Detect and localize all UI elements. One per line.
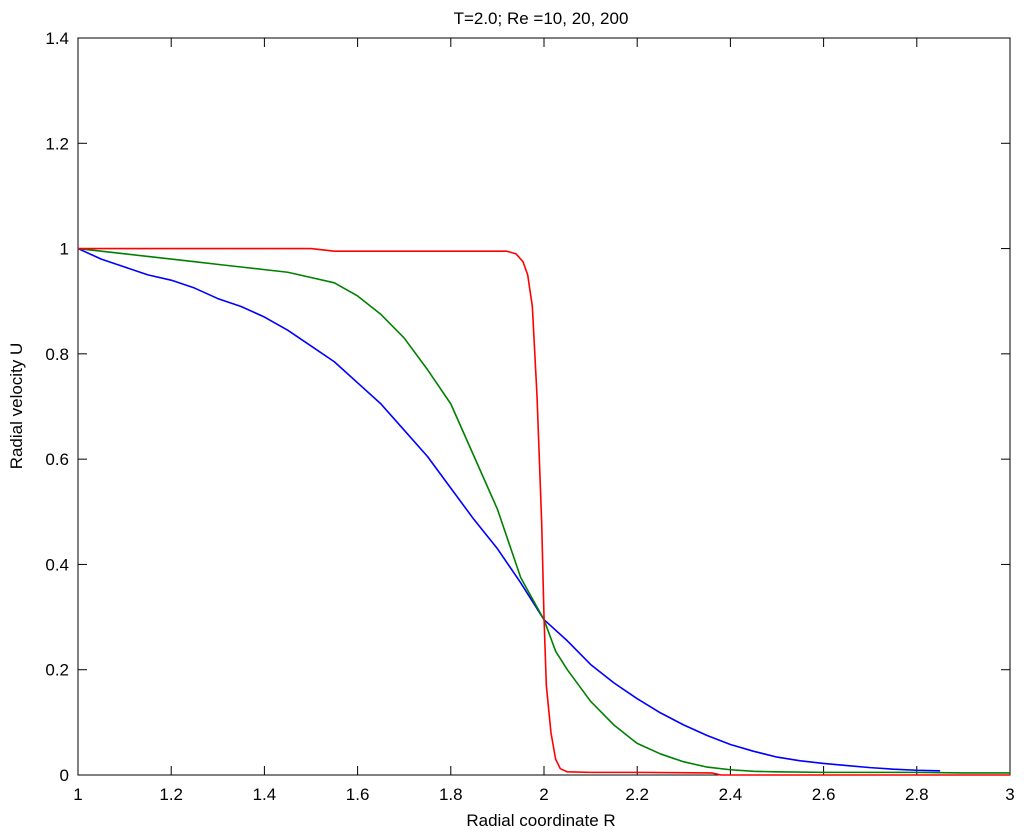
x-tick-label: 3: [1005, 785, 1014, 804]
y-tick-label: 0.6: [45, 450, 69, 469]
chart-title: T=2.0; Re =10, 20, 200: [454, 9, 629, 28]
y-tick-label: 0.2: [45, 661, 69, 680]
series-line-1: [77, 247, 941, 772]
x-tick-label: 1.8: [439, 785, 463, 804]
y-tick-label: 1.2: [45, 134, 69, 153]
x-tick-label: 1.4: [253, 785, 277, 804]
x-tick-label: 1: [73, 785, 82, 804]
x-tick-label: 2.4: [719, 785, 743, 804]
y-tick-label: 1: [60, 240, 69, 259]
y-axis: 0 0.2 0.4 0.6 0.8 1 1.2 1.4: [45, 29, 1010, 785]
series-layer: [77, 247, 1010, 776]
y-tick-label: 0.8: [45, 345, 69, 364]
x-tick-label: 2.6: [812, 785, 836, 804]
x-tick-label: 2: [539, 785, 548, 804]
x-axis-label: Radial coordinate R: [466, 811, 615, 830]
series-line-2: [77, 247, 1010, 774]
y-tick-label: 1.4: [45, 29, 69, 48]
series-line-3: [78, 247, 1010, 776]
x-tick-label: 2.2: [625, 785, 649, 804]
plot-frame: [77, 37, 1011, 776]
y-axis-label: Radial velocity U: [7, 343, 26, 470]
x-tick-label: 2.8: [905, 785, 929, 804]
y-tick-label: 0: [60, 766, 69, 785]
x-tick-label: 1.6: [346, 785, 370, 804]
y-tick-label: 0.4: [45, 555, 69, 574]
x-tick-label: 1.2: [159, 785, 183, 804]
x-axis: 1 1.2 1.4 1.6 1.8 2 2.2 2.4 2.6 2.8 3: [73, 38, 1015, 804]
